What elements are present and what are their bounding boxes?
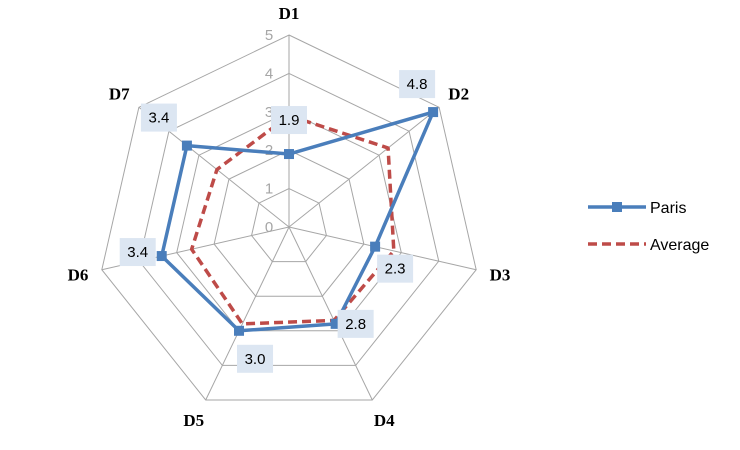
grid-ring-3 <box>176 111 402 332</box>
tick-label: 0 <box>265 219 273 236</box>
series-marker-paris <box>284 149 294 160</box>
data-series <box>156 107 439 336</box>
data-label-D6: 3.4 <box>119 238 156 267</box>
grid-ring-5 <box>101 34 477 401</box>
legend-marker <box>612 202 622 212</box>
legend-label: Paris <box>650 200 686 217</box>
data-label-D7: 3.4 <box>140 103 177 132</box>
legend: Paris Average <box>588 200 709 254</box>
data-label-D5: 3.0 <box>237 344 274 373</box>
category-label-D2: D2 <box>448 85 469 104</box>
series-marker-paris <box>181 140 192 151</box>
data-label-bg <box>119 238 156 267</box>
tick-label: 4 <box>265 65 273 82</box>
data-label-text: 3.0 <box>245 351 266 368</box>
grid-spoke-D2 <box>288 106 440 228</box>
series-marker-paris <box>428 107 439 118</box>
category-label-D5: D5 <box>183 411 204 430</box>
tick-label: 3 <box>265 104 273 121</box>
data-label-bg <box>140 103 177 132</box>
data-label-bg <box>237 344 274 373</box>
data-labels: 1.9 4.8 2.3 2.8 3.0 3.4 3.4 <box>119 70 436 373</box>
data-label-bg <box>271 106 307 135</box>
data-label-text: 2.8 <box>345 316 366 333</box>
tick-label: 1 <box>265 181 273 198</box>
grid-ring-1 <box>251 188 327 263</box>
tick-label: 5 <box>265 27 273 44</box>
data-label-bg <box>337 309 374 338</box>
legend-item-average: Average <box>588 237 709 254</box>
data-label-bg <box>399 70 436 99</box>
legend-item-paris: Paris <box>588 200 686 217</box>
category-label-D7: D7 <box>109 85 130 104</box>
series-line-paris <box>159 110 435 333</box>
data-label-text: 4.8 <box>407 76 428 93</box>
data-label-D2: 4.8 <box>399 70 436 99</box>
series-marker-paris <box>330 318 341 329</box>
data-label-text: 2.3 <box>385 261 406 278</box>
grid-spoke-D4 <box>288 226 373 401</box>
category-label-D6: D6 <box>68 266 89 285</box>
data-label-text: 3.4 <box>127 244 148 261</box>
series-marker-paris <box>234 325 245 336</box>
grid-ring-2 <box>213 149 365 297</box>
category-label-D1: D1 <box>279 4 300 23</box>
data-label-D4: 2.8 <box>337 309 374 338</box>
data-label-D3: 2.3 <box>377 254 414 283</box>
category-labels: D1 D2 D3 D4 D5 D6 D7 <box>68 4 511 430</box>
series-marker-paris <box>156 251 167 262</box>
series-marker-paris <box>370 241 381 252</box>
grid-spoke-D5 <box>205 226 290 401</box>
category-label-D4: D4 <box>374 411 395 430</box>
data-label-text: 1.9 <box>279 112 300 129</box>
data-label-D1: 1.9 <box>271 106 307 135</box>
data-label-bg <box>377 254 414 283</box>
legend-label: Average <box>650 237 709 254</box>
series-line-average <box>189 113 396 326</box>
category-label-D3: D3 <box>490 266 511 285</box>
grid-spoke-D3 <box>288 226 477 271</box>
data-label-text: 3.4 <box>148 110 169 127</box>
